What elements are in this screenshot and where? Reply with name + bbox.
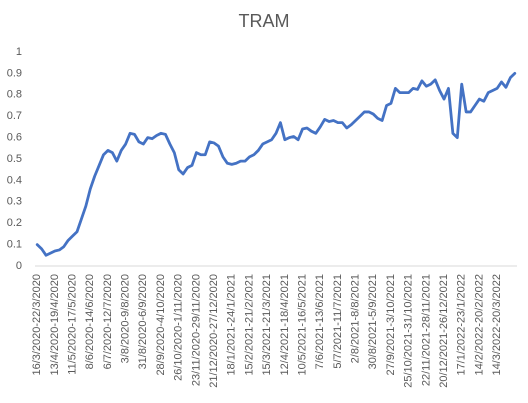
x-tick-label: 22/11/2021-28/11/2021 (420, 274, 432, 386)
y-tick-label: 0 (16, 260, 22, 272)
x-tick-label: 14/2/2022-20/2/2022 (473, 274, 485, 376)
y-tick-label: 0.4 (7, 174, 22, 186)
x-tick-label: 13/4/2020-19/4/2020 (49, 274, 61, 376)
x-tick-label: 11/5/2020-17/5/2020 (66, 274, 78, 375)
x-tick-label: 20/12/2021-26/12/2021 (438, 274, 450, 388)
y-tick-label: 0.6 (7, 132, 22, 144)
data-line (35, 72, 517, 257)
x-tick-label: 17/1/2022-23/1/2022 (456, 274, 468, 376)
x-tick-label: 7/6/2021-13/6/2021 (314, 274, 326, 369)
x-tick-label: 23/11/2020-29/11/2020 (190, 274, 202, 386)
y-tick-label: 0.7 (7, 110, 22, 122)
y-tick-label: 0.8 (7, 89, 22, 101)
x-tick-label: 31/8/2020-6/9/2020 (137, 274, 149, 369)
x-tick-label: 21/12/2020-27/12/2020 (208, 274, 220, 388)
y-tick-label: 1 (16, 46, 22, 58)
x-tick-label: 8/6/2020-14/6/2020 (84, 274, 96, 369)
x-tick-label: 10/5/2021-16/5/2021 (296, 274, 308, 376)
x-tick-label: 6/7/2020-12/7/2020 (102, 274, 114, 369)
y-tick-label: 0.3 (7, 196, 22, 208)
x-tick-label: 26/10/2020-1/11/2020 (173, 274, 185, 381)
x-tick-label: 5/7/2021-11/7/2021 (332, 274, 344, 369)
x-tick-label: 2/8/2021-8/8/2021 (350, 274, 362, 363)
x-tick-label: 28/9/2020-4/10/2020 (155, 274, 167, 376)
y-tick-label: 0.5 (7, 153, 22, 165)
y-tick-label: 0.1 (7, 239, 22, 251)
y-tick-label: 0.2 (7, 217, 22, 229)
x-tick-label: 14/3/2022-20/3/2022 (491, 274, 503, 376)
y-tick-label: 0.9 (7, 67, 22, 79)
x-tick-label: 12/4/2021-18/4/2021 (279, 274, 291, 376)
x-tick-label: 25/10/2021-31/10/2021 (403, 274, 415, 388)
x-tick-label: 27/9/2021-3/10/2021 (385, 274, 397, 376)
x-tick-label: 30/8/2021-5/9/2021 (367, 274, 379, 369)
x-tick-label: 15/3/2021-21/3/2021 (261, 274, 273, 376)
x-tick-label: 16/3/2020-22/3/2020 (31, 274, 43, 376)
x-tick-label: 18/1/2021-24/1/2021 (226, 274, 238, 376)
x-tick-label: 3/8/2020-9/8/2020 (120, 274, 132, 363)
x-tick-label: 15/2/2021-21/2/2021 (243, 274, 255, 376)
chart-title: TRAM (239, 11, 290, 31)
